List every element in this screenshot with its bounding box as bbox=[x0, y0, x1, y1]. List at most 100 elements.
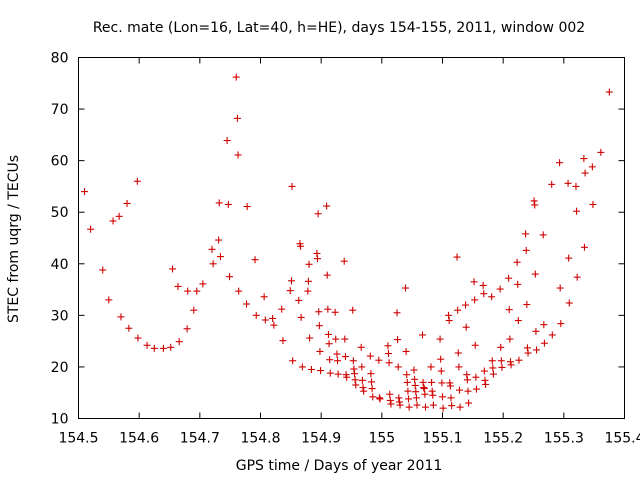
data-point bbox=[540, 321, 548, 329]
data-point bbox=[454, 349, 462, 357]
data-point bbox=[505, 274, 513, 282]
data-point bbox=[412, 394, 420, 402]
data-point bbox=[386, 390, 394, 398]
data-point bbox=[506, 358, 514, 366]
data-point bbox=[143, 341, 151, 349]
data-point bbox=[446, 379, 454, 387]
data-point bbox=[489, 370, 497, 378]
data-point bbox=[125, 324, 133, 332]
data-point bbox=[109, 217, 117, 225]
data-point bbox=[251, 256, 259, 264]
data-point bbox=[384, 342, 392, 350]
data-point bbox=[496, 285, 504, 293]
x-tick-label: 154.6 bbox=[119, 431, 159, 447]
data-points bbox=[81, 73, 613, 412]
data-point bbox=[513, 258, 521, 266]
data-point bbox=[580, 243, 588, 251]
data-point bbox=[366, 352, 374, 360]
data-point bbox=[462, 323, 470, 331]
data-point bbox=[278, 305, 286, 313]
data-point bbox=[437, 355, 445, 363]
x-axis-label: GPS time / Days of year 2011 bbox=[236, 458, 443, 474]
data-point bbox=[315, 308, 323, 316]
data-point bbox=[385, 350, 393, 358]
data-point bbox=[405, 403, 413, 411]
data-point bbox=[375, 356, 383, 364]
data-point bbox=[564, 179, 572, 187]
data-point bbox=[341, 353, 349, 361]
data-point bbox=[463, 371, 471, 379]
data-point bbox=[349, 306, 357, 314]
data-point bbox=[506, 335, 514, 343]
data-point bbox=[445, 317, 453, 325]
data-point bbox=[429, 401, 437, 409]
data-point bbox=[369, 393, 377, 401]
data-point bbox=[297, 313, 305, 321]
data-point bbox=[411, 375, 419, 383]
data-point bbox=[396, 401, 404, 409]
data-point bbox=[349, 357, 357, 365]
data-point bbox=[315, 322, 323, 330]
data-point bbox=[343, 373, 351, 381]
data-point bbox=[367, 370, 375, 378]
data-point bbox=[359, 384, 367, 392]
data-point bbox=[439, 404, 447, 412]
data-point bbox=[530, 197, 538, 205]
data-point bbox=[360, 387, 368, 395]
data-point bbox=[358, 363, 366, 371]
data-point bbox=[341, 335, 349, 343]
data-point bbox=[298, 363, 306, 371]
data-point bbox=[169, 265, 177, 273]
data-point bbox=[533, 346, 541, 354]
data-point bbox=[234, 151, 242, 159]
data-point bbox=[497, 343, 505, 351]
data-point bbox=[412, 388, 420, 396]
data-point bbox=[325, 340, 333, 348]
data-point bbox=[455, 386, 463, 394]
data-point bbox=[316, 347, 324, 355]
x-axis-ticks: 154.5 154.6 154.7 154.8 154.9 155 155.1 155.2 15… bbox=[58, 57, 640, 447]
data-point bbox=[573, 207, 581, 215]
data-point bbox=[410, 366, 418, 374]
data-point bbox=[523, 301, 531, 309]
data-point bbox=[199, 280, 207, 288]
data-point bbox=[481, 376, 489, 384]
data-point bbox=[428, 378, 436, 386]
data-point bbox=[385, 359, 393, 367]
data-point bbox=[334, 357, 342, 365]
data-point bbox=[404, 387, 412, 395]
data-point bbox=[465, 399, 473, 407]
data-point bbox=[352, 381, 360, 389]
data-point bbox=[405, 395, 413, 403]
data-point bbox=[462, 301, 470, 309]
data-point bbox=[514, 317, 522, 325]
data-point bbox=[453, 253, 461, 261]
x-tick-label: 154.8 bbox=[240, 431, 280, 447]
data-point bbox=[480, 290, 488, 298]
data-point bbox=[439, 393, 446, 401]
data-point bbox=[209, 260, 217, 268]
data-point bbox=[438, 379, 446, 387]
data-point bbox=[472, 385, 480, 393]
data-point bbox=[523, 344, 531, 352]
data-point bbox=[482, 380, 490, 388]
data-point bbox=[323, 271, 331, 279]
x-tick-label: 154.7 bbox=[180, 431, 220, 447]
y-tick-label: 80 bbox=[51, 51, 69, 67]
data-point bbox=[115, 212, 123, 220]
data-point bbox=[447, 394, 455, 402]
x-tick-label: 154.9 bbox=[301, 431, 341, 447]
data-point bbox=[395, 394, 403, 402]
data-point bbox=[427, 363, 435, 371]
data-point bbox=[471, 296, 479, 304]
data-point bbox=[540, 339, 548, 347]
data-point bbox=[411, 381, 419, 389]
data-point bbox=[515, 356, 523, 364]
data-point bbox=[216, 253, 224, 261]
data-point bbox=[133, 177, 141, 185]
data-point bbox=[420, 385, 428, 393]
data-point bbox=[539, 231, 547, 239]
data-point bbox=[556, 159, 564, 167]
data-point bbox=[81, 188, 89, 196]
plot-frame bbox=[78, 57, 625, 419]
